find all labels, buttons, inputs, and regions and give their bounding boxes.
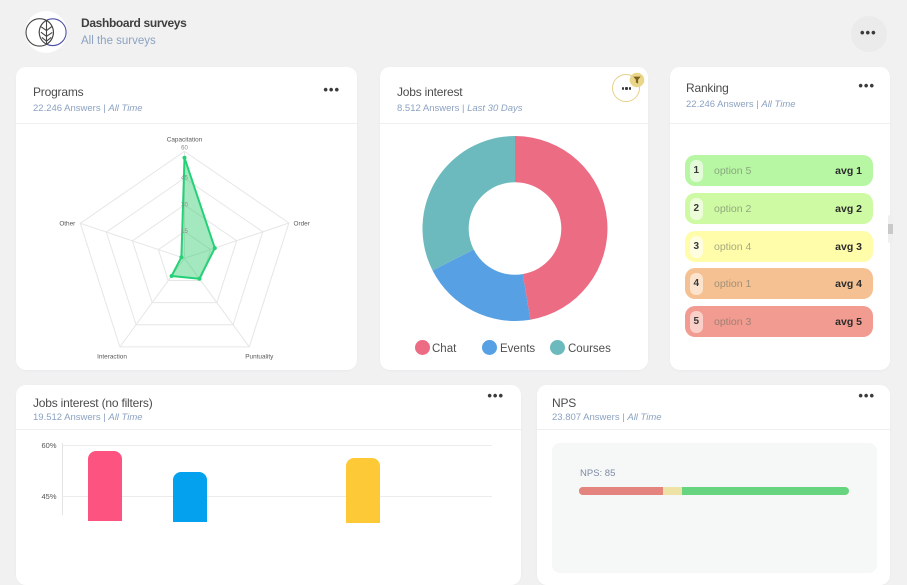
svg-text:Interaction: Interaction [97,354,127,361]
svg-text:45: 45 [181,176,188,182]
svg-text:Puntuality: Puntuality [245,354,274,361]
svg-text:30: 30 [181,203,188,209]
svg-text:60: 60 [181,146,188,152]
svg-text:Other: Other [59,221,76,228]
svg-text:Capacitation: Capacitation [167,137,203,144]
svg-text:Order: Order [294,221,311,228]
svg-text:15: 15 [181,229,188,235]
